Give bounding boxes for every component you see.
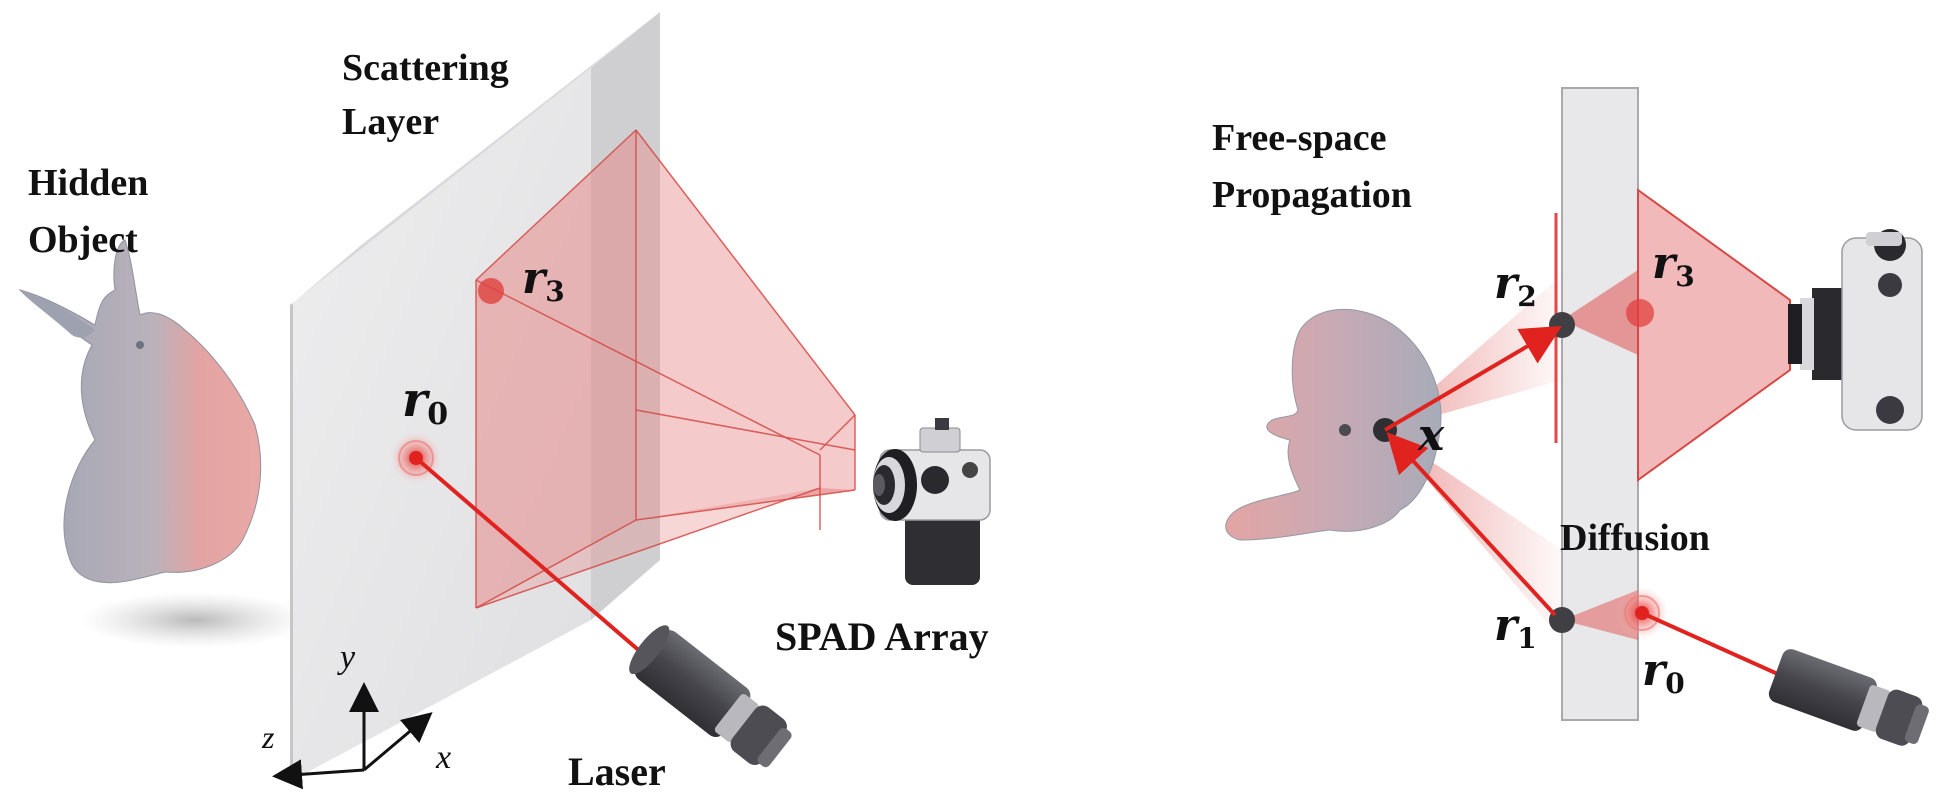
point-r3-right <box>1626 299 1654 327</box>
label-free-space-line1: Free-space <box>1212 117 1386 159</box>
wall-left-edge <box>290 303 293 782</box>
math-r1-r: r <box>1494 600 1520 651</box>
left-panel: Scattering Layer Hidden Object SPAD Arra… <box>18 12 991 794</box>
hidden-bunny-right <box>1225 308 1442 541</box>
hidden-bunny <box>18 239 310 648</box>
math-r2-sub: 2 <box>1517 280 1536 313</box>
math-r3-left-r: r <box>522 253 548 304</box>
arrow-x-to-r2 <box>1383 325 1562 432</box>
math-r3-right-r: r <box>1652 238 1678 289</box>
math-r0-left: r0 <box>402 372 448 432</box>
cone-r2-diffuse <box>1562 270 1638 355</box>
arrow-r1-to-x <box>1386 432 1557 617</box>
math-r3-left: r3 <box>522 253 565 308</box>
axis-label-y: y <box>337 639 356 676</box>
laser-device-right <box>1768 649 1929 746</box>
math-x: x <box>1417 410 1445 461</box>
math-r2-r: r <box>1494 258 1520 309</box>
label-laser: Laser <box>568 749 666 794</box>
math-r0-right-sub: 0 <box>1665 667 1684 700</box>
bunny-shadow <box>80 592 310 648</box>
math-r3-right-sub: 3 <box>1675 260 1694 293</box>
spad-frustum <box>475 129 856 609</box>
axis-label-z: z <box>261 719 275 755</box>
label-hidden-line1: Hidden <box>28 162 148 204</box>
wall-top-side <box>293 12 660 303</box>
label-scattering-line1: Scattering <box>342 47 509 89</box>
label-diffusion: Diffusion <box>1560 517 1710 559</box>
bunny-right-body <box>1225 308 1442 541</box>
math-r3-right: r3 <box>1652 238 1695 293</box>
label-free-space-line2: Propagation <box>1212 174 1412 216</box>
math-r0-right-r: r <box>1642 645 1668 696</box>
right-frustum <box>1637 188 1791 482</box>
point-r3-left <box>478 278 504 304</box>
coordinate-axes <box>272 682 433 790</box>
math-r0-right: r0 <box>1642 645 1685 700</box>
math-r3-left-sub: 3 <box>545 275 564 308</box>
laser-device-left <box>629 625 792 768</box>
point-r2 <box>1549 312 1575 338</box>
spad-camera-right <box>1788 229 1923 431</box>
bunny-ear <box>20 290 95 338</box>
label-hidden-line2: Object <box>28 219 138 261</box>
spad-camera <box>873 418 991 585</box>
math-r2: r2 <box>1494 258 1537 313</box>
label-scattering-line2: Layer <box>342 101 439 143</box>
laser-beam-left <box>414 456 652 662</box>
laser-beam-right <box>1641 611 1781 677</box>
label-spad-array: SPAD Array <box>775 614 989 659</box>
bunny-body <box>18 239 262 584</box>
cone-r1-to-x <box>1385 430 1562 640</box>
math-r1: r1 <box>1494 600 1537 655</box>
right-panel: Free-space Propagation Diffusion r2 r3 x… <box>1212 87 1929 746</box>
axis-label-x: x <box>435 739 451 776</box>
math-r0-left-r: r <box>402 372 431 428</box>
math-r0-left-sub: 0 <box>427 397 448 432</box>
math-r1-sub: 1 <box>1517 622 1536 655</box>
